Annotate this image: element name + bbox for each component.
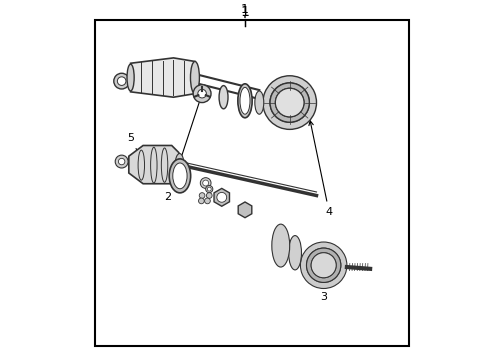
Text: 4: 4 — [309, 121, 333, 217]
Text: 1: 1 — [241, 3, 249, 16]
Ellipse shape — [127, 64, 134, 91]
Circle shape — [114, 73, 129, 89]
Wedge shape — [270, 83, 309, 122]
Circle shape — [200, 177, 211, 188]
Polygon shape — [131, 58, 195, 97]
Wedge shape — [300, 242, 347, 288]
Circle shape — [119, 158, 125, 165]
Circle shape — [205, 198, 210, 204]
Circle shape — [203, 180, 209, 186]
Circle shape — [199, 193, 205, 198]
Circle shape — [115, 155, 128, 168]
Ellipse shape — [240, 87, 250, 114]
Circle shape — [193, 85, 211, 103]
Circle shape — [311, 253, 336, 278]
Ellipse shape — [255, 91, 264, 114]
Ellipse shape — [173, 163, 187, 189]
Circle shape — [217, 192, 227, 202]
Circle shape — [118, 77, 126, 85]
Ellipse shape — [289, 235, 301, 270]
Wedge shape — [307, 248, 341, 282]
Ellipse shape — [219, 86, 228, 109]
Text: 1: 1 — [241, 5, 249, 19]
Ellipse shape — [175, 153, 184, 177]
Polygon shape — [129, 145, 179, 184]
Text: 2: 2 — [165, 98, 201, 202]
Ellipse shape — [238, 84, 252, 118]
Wedge shape — [263, 76, 317, 129]
Polygon shape — [238, 202, 252, 218]
Text: 3: 3 — [320, 269, 327, 302]
Text: 5: 5 — [127, 133, 143, 162]
Bar — [95, 21, 410, 346]
Ellipse shape — [272, 224, 290, 267]
Circle shape — [198, 198, 204, 204]
Circle shape — [206, 185, 213, 193]
Ellipse shape — [191, 62, 199, 94]
Ellipse shape — [169, 159, 191, 193]
Circle shape — [198, 89, 206, 98]
Polygon shape — [214, 188, 229, 206]
Circle shape — [275, 88, 304, 117]
Circle shape — [206, 193, 212, 198]
Circle shape — [207, 187, 211, 191]
